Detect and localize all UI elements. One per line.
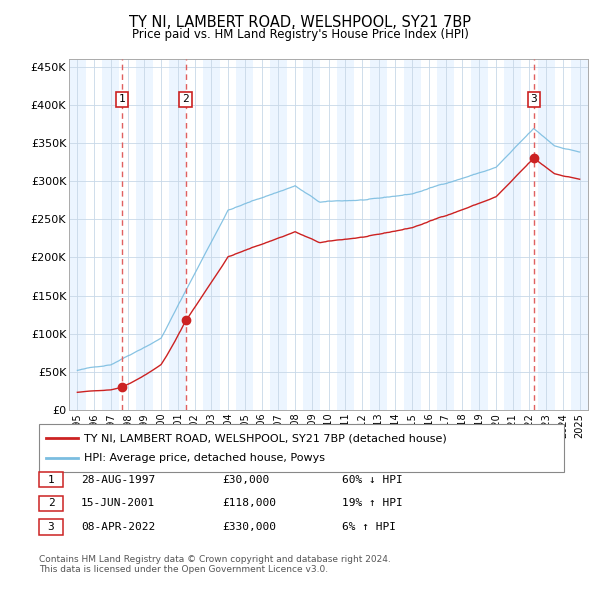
Text: 3: 3 (530, 94, 537, 104)
Bar (571, 59, 588, 410)
Text: HPI: Average price, detached house, Powys: HPI: Average price, detached house, Powy… (84, 454, 325, 464)
Text: 28-AUG-1997: 28-AUG-1997 (81, 475, 155, 484)
Bar (471, 59, 488, 410)
Bar (69, 59, 86, 410)
Bar (370, 59, 387, 410)
Text: 08-APR-2022: 08-APR-2022 (81, 522, 155, 532)
Text: £118,000: £118,000 (222, 499, 276, 508)
Text: 19% ↑ HPI: 19% ↑ HPI (342, 499, 403, 508)
Bar (236, 59, 253, 410)
Text: 2: 2 (47, 499, 55, 508)
Text: 15-JUN-2001: 15-JUN-2001 (81, 499, 155, 508)
Text: 6% ↑ HPI: 6% ↑ HPI (342, 522, 396, 532)
Text: 1: 1 (119, 94, 125, 104)
Text: 60% ↓ HPI: 60% ↓ HPI (342, 475, 403, 484)
Text: £330,000: £330,000 (222, 522, 276, 532)
Text: 3: 3 (47, 522, 55, 532)
Text: Price paid vs. HM Land Registry's House Price Index (HPI): Price paid vs. HM Land Registry's House … (131, 28, 469, 41)
Bar (538, 59, 554, 410)
Bar (304, 59, 320, 410)
Bar (337, 59, 353, 410)
Bar (103, 59, 119, 410)
Bar (169, 59, 186, 410)
Text: TY NI, LAMBERT ROAD, WELSHPOOL, SY21 7BP: TY NI, LAMBERT ROAD, WELSHPOOL, SY21 7BP (129, 15, 471, 30)
Bar (270, 59, 287, 410)
Bar (437, 59, 454, 410)
Text: TY NI, LAMBERT ROAD, WELSHPOOL, SY21 7BP (detached house): TY NI, LAMBERT ROAD, WELSHPOOL, SY21 7BP… (84, 433, 447, 443)
Text: 1: 1 (47, 475, 55, 484)
Text: 2: 2 (182, 94, 189, 104)
Bar (404, 59, 421, 410)
Text: £30,000: £30,000 (222, 475, 269, 484)
Bar (136, 59, 153, 410)
Bar (504, 59, 521, 410)
Bar (203, 59, 220, 410)
Text: Contains HM Land Registry data © Crown copyright and database right 2024.
This d: Contains HM Land Registry data © Crown c… (39, 555, 391, 574)
